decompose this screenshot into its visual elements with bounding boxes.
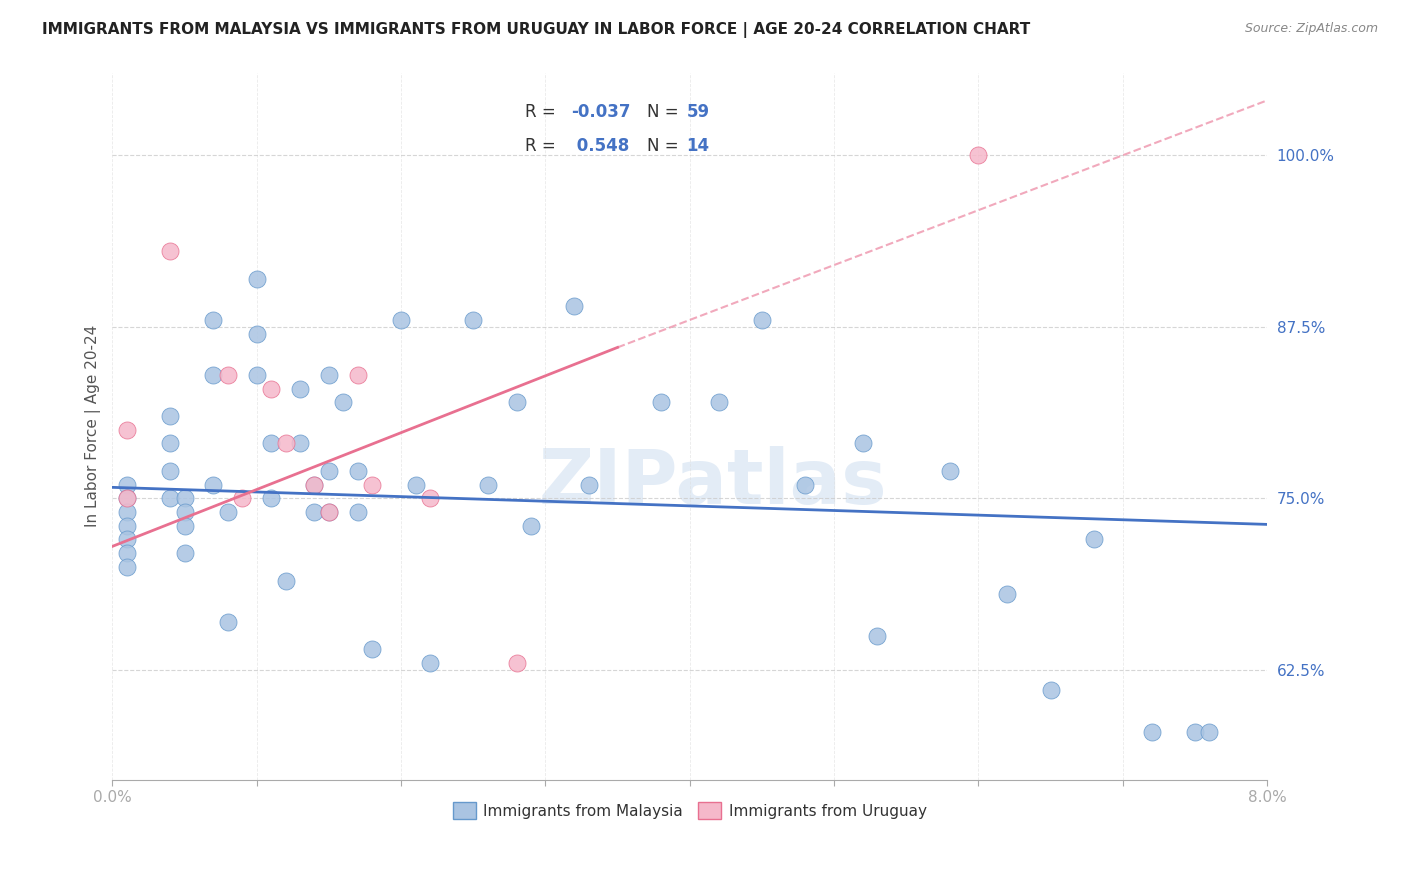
Text: 59: 59: [686, 103, 710, 120]
Point: [866, 628, 889, 642]
Point: [405, 477, 427, 491]
Point: [650, 395, 672, 409]
Point: [852, 436, 875, 450]
Point: [578, 477, 600, 491]
Point: [346, 464, 368, 478]
Text: -0.037: -0.037: [571, 103, 630, 120]
Point: [288, 382, 311, 396]
Point: [173, 546, 195, 560]
Point: [419, 491, 441, 506]
Point: [520, 518, 543, 533]
Text: 0.548: 0.548: [571, 136, 628, 155]
Point: [159, 244, 181, 259]
Text: ZIPatlas: ZIPatlas: [538, 446, 887, 520]
Point: [115, 491, 138, 506]
Point: [995, 587, 1018, 601]
Point: [389, 313, 412, 327]
Point: [1039, 683, 1062, 698]
Point: [318, 464, 340, 478]
Point: [115, 477, 138, 491]
Point: [173, 518, 195, 533]
Point: [794, 477, 817, 491]
Point: [318, 505, 340, 519]
Point: [260, 491, 283, 506]
Text: Source: ZipAtlas.com: Source: ZipAtlas.com: [1244, 22, 1378, 36]
Point: [707, 395, 730, 409]
Point: [419, 656, 441, 670]
Point: [288, 436, 311, 450]
Point: [159, 491, 181, 506]
Point: [202, 368, 225, 382]
Point: [318, 368, 340, 382]
Text: IMMIGRANTS FROM MALAYSIA VS IMMIGRANTS FROM URUGUAY IN LABOR FORCE | AGE 20-24 C: IMMIGRANTS FROM MALAYSIA VS IMMIGRANTS F…: [42, 22, 1031, 38]
Point: [260, 436, 283, 450]
Point: [159, 409, 181, 423]
Point: [967, 148, 990, 162]
Point: [202, 313, 225, 327]
Point: [217, 505, 239, 519]
Text: N =: N =: [647, 103, 683, 120]
Point: [332, 395, 354, 409]
Point: [217, 615, 239, 629]
Point: [751, 313, 773, 327]
Point: [1140, 724, 1163, 739]
Point: [173, 505, 195, 519]
Point: [938, 464, 960, 478]
Text: R =: R =: [524, 136, 561, 155]
Point: [361, 642, 384, 657]
Point: [115, 546, 138, 560]
Text: N =: N =: [647, 136, 683, 155]
Point: [346, 368, 368, 382]
Point: [477, 477, 499, 491]
Legend: Immigrants from Malaysia, Immigrants from Uruguay: Immigrants from Malaysia, Immigrants fro…: [447, 796, 934, 825]
Point: [304, 505, 326, 519]
Point: [159, 464, 181, 478]
Point: [246, 326, 269, 341]
Point: [115, 518, 138, 533]
Point: [562, 299, 585, 313]
Point: [1184, 724, 1206, 739]
Text: R =: R =: [524, 103, 561, 120]
Point: [115, 423, 138, 437]
Point: [231, 491, 253, 506]
Point: [274, 436, 297, 450]
Point: [361, 477, 384, 491]
Point: [304, 477, 326, 491]
Point: [202, 477, 225, 491]
Point: [115, 505, 138, 519]
Point: [463, 313, 485, 327]
Point: [505, 656, 527, 670]
Point: [1198, 724, 1220, 739]
Point: [318, 505, 340, 519]
Point: [115, 533, 138, 547]
Y-axis label: In Labor Force | Age 20-24: In Labor Force | Age 20-24: [86, 326, 101, 527]
Point: [246, 272, 269, 286]
Point: [346, 505, 368, 519]
Point: [304, 477, 326, 491]
Point: [260, 382, 283, 396]
Point: [115, 491, 138, 506]
Point: [1083, 533, 1105, 547]
Point: [274, 574, 297, 588]
Point: [159, 436, 181, 450]
Point: [505, 395, 527, 409]
Point: [246, 368, 269, 382]
Point: [115, 560, 138, 574]
Text: 14: 14: [686, 136, 710, 155]
Point: [217, 368, 239, 382]
Point: [173, 491, 195, 506]
